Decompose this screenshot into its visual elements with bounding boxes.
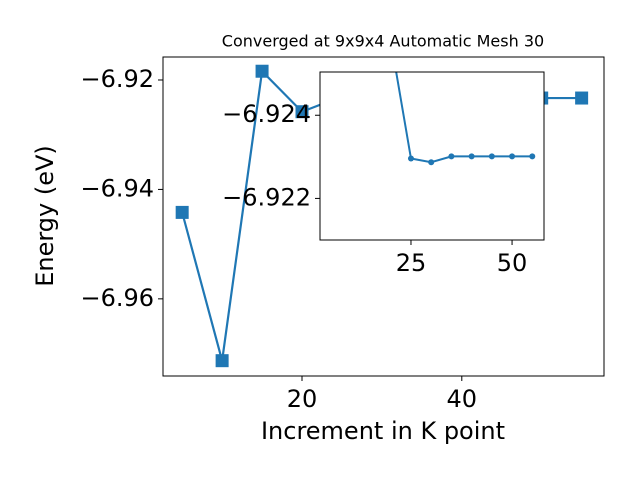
marker (448, 153, 455, 160)
x-tick-label: 40 (447, 385, 478, 413)
marker (488, 153, 495, 160)
plot-area (395, 72, 536, 166)
y-axis-label: Energy (eV) (31, 145, 59, 287)
chart-title: Converged at 9x9x4 Automatic Mesh 30 (222, 32, 544, 51)
marker (428, 159, 435, 166)
x-tick-label: 50 (497, 249, 528, 277)
axes-frame (162, 56, 605, 377)
marker (529, 153, 536, 160)
axes-frame (319, 71, 545, 241)
x-axis-label: Increment in K point (261, 417, 505, 445)
x-tick-label: 20 (287, 385, 318, 413)
marker (407, 155, 414, 162)
y-tick-label: −6.96 (80, 284, 154, 312)
marker (175, 205, 189, 219)
marker (215, 354, 229, 368)
marker (255, 64, 269, 78)
y-tick-label: −6.92 (80, 65, 154, 93)
marker (575, 91, 589, 105)
marker (468, 153, 475, 160)
series-line (395, 72, 533, 164)
x-tick-label: 25 (396, 249, 427, 277)
marker (295, 105, 309, 119)
y-tick-label: −6.924 (222, 100, 311, 128)
marker (509, 153, 516, 160)
y-tick-label: −6.922 (222, 183, 311, 211)
y-tick-label: −6.94 (80, 174, 154, 202)
